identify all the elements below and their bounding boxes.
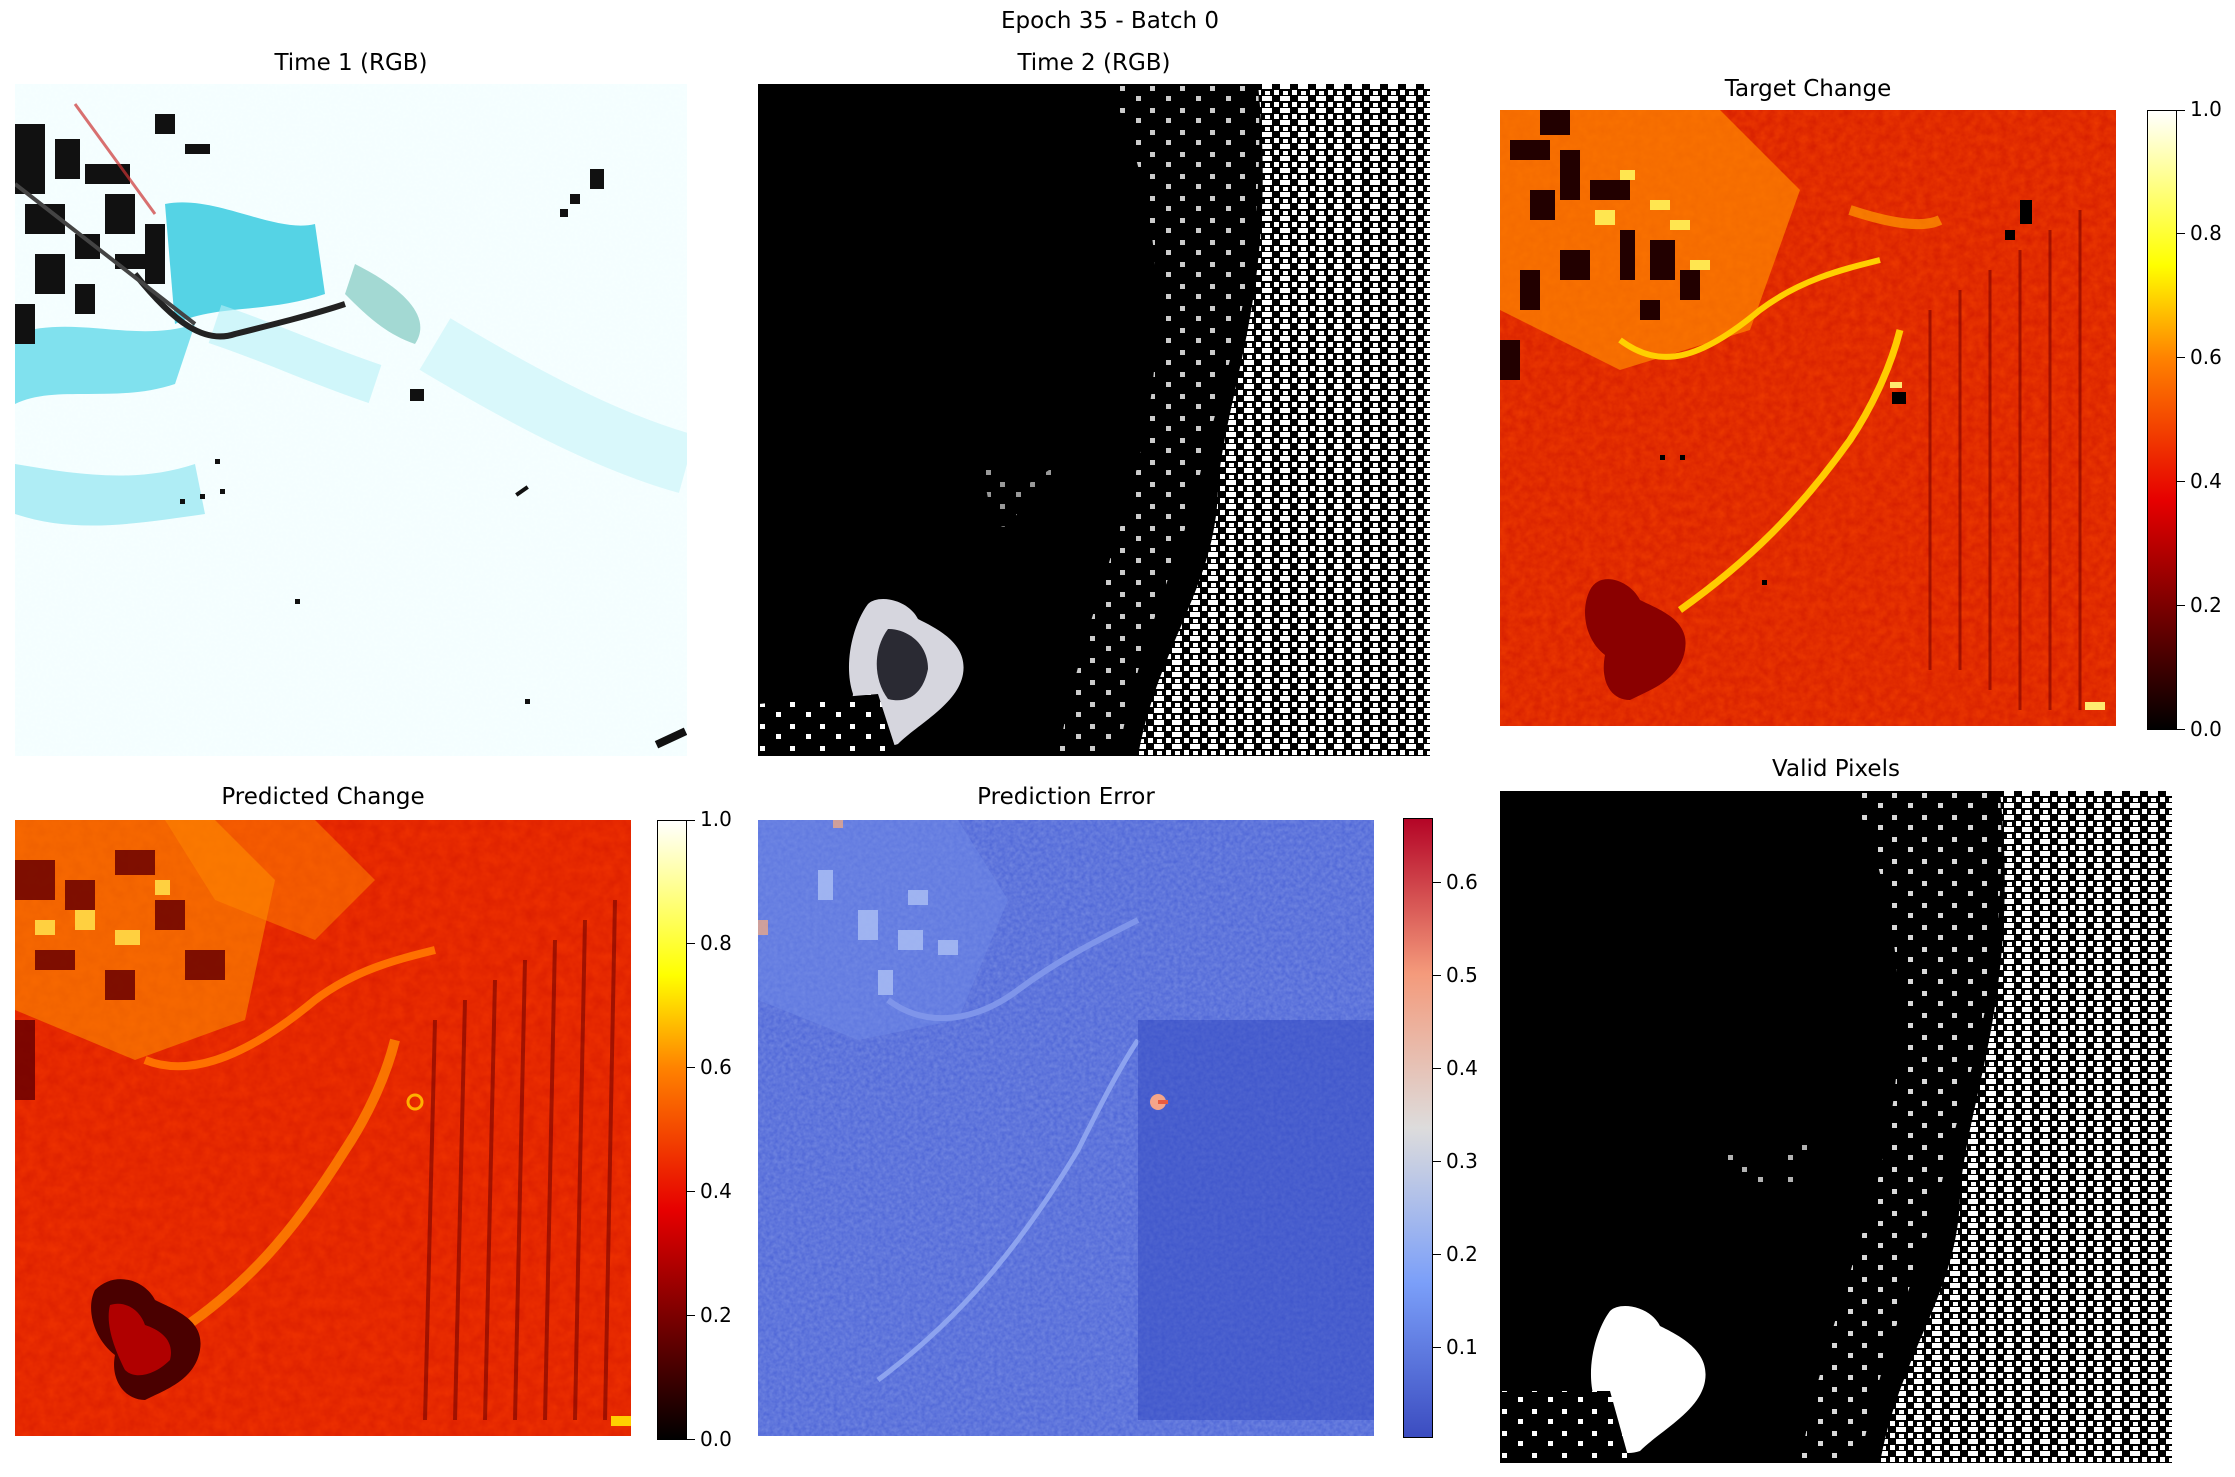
target-cbar-tick: 1.0 bbox=[2190, 97, 2222, 121]
error-cbar-tick: 0.5 bbox=[1446, 963, 1478, 987]
target-colorbar bbox=[2147, 110, 2177, 730]
error-cbar-tick: 0.6 bbox=[1446, 870, 1478, 894]
predicted-cbar-tick: 0.6 bbox=[700, 1055, 732, 1079]
target-cbar-tick: 0.0 bbox=[2190, 717, 2222, 741]
target-change-heatmap bbox=[1500, 110, 2116, 726]
target-cbar-tick: 0.2 bbox=[2190, 593, 2222, 617]
error-title: Prediction Error bbox=[977, 784, 1155, 810]
target-cbar-tick: 0.4 bbox=[2190, 469, 2222, 493]
predicted-change-heatmap bbox=[15, 820, 631, 1436]
time2-rgb-image bbox=[758, 84, 1430, 756]
valid-pixels-mask bbox=[1500, 791, 2172, 1463]
predicted-colorbar bbox=[657, 820, 687, 1440]
error-cbar-tick: 0.3 bbox=[1446, 1149, 1478, 1173]
predicted-cbar-tick: 0.4 bbox=[700, 1179, 732, 1203]
target-cbar-tick: 0.6 bbox=[2190, 345, 2222, 369]
predicted-cbar-tick: 0.0 bbox=[700, 1427, 732, 1451]
error-cbar-tick: 0.2 bbox=[1446, 1242, 1478, 1266]
prediction-error-heatmap bbox=[758, 820, 1374, 1436]
time1-title: Time 1 (RGB) bbox=[274, 50, 428, 76]
error-cbar-tick: 0.4 bbox=[1446, 1056, 1478, 1080]
predicted-cbar-tick: 0.8 bbox=[700, 931, 732, 955]
predicted-cbar-tick: 0.2 bbox=[700, 1303, 732, 1327]
target-title: Target Change bbox=[1724, 76, 1892, 102]
time1-rgb-image bbox=[15, 84, 687, 756]
time2-title: Time 2 (RGB) bbox=[1017, 50, 1171, 76]
predicted-cbar-tick: 1.0 bbox=[700, 807, 732, 831]
valid-title: Valid Pixels bbox=[1772, 756, 1900, 782]
predicted-title: Predicted Change bbox=[221, 784, 425, 810]
error-colorbar bbox=[1403, 818, 1433, 1438]
figure-title: Epoch 35 - Batch 0 bbox=[1001, 8, 1219, 34]
target-cbar-tick: 0.8 bbox=[2190, 221, 2222, 245]
error-cbar-tick: 0.1 bbox=[1446, 1335, 1478, 1359]
